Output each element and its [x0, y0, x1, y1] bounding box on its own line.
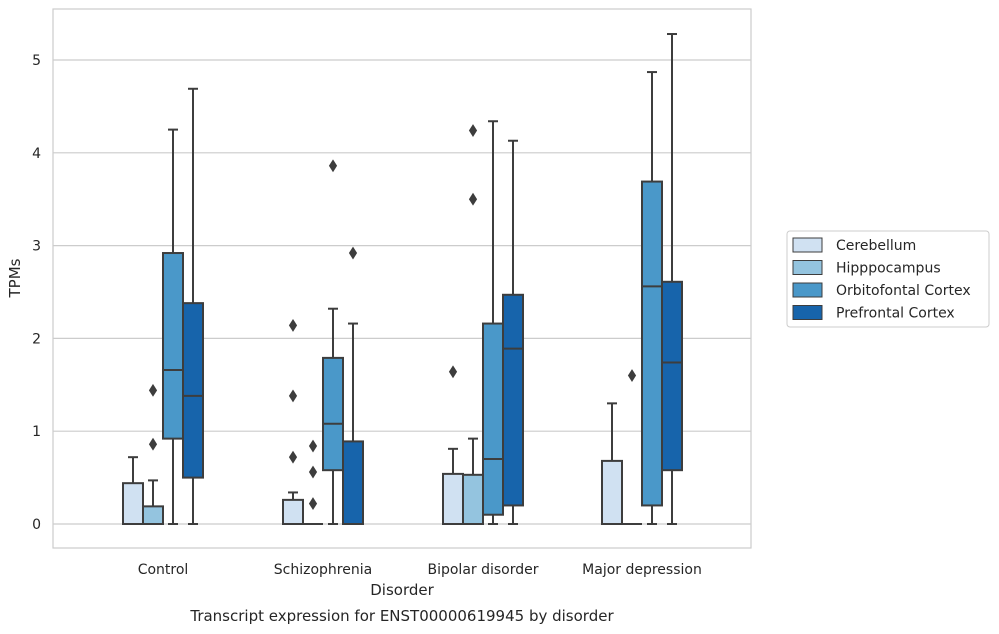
outlier-point [308, 497, 318, 511]
box-series-layer [122, 33, 683, 526]
legend-label: Hipppocampus [836, 261, 941, 277]
x-tick-label: Schizophrenia [274, 562, 372, 578]
outlier-point [288, 389, 298, 403]
legend-label: Cerebellum [836, 238, 916, 254]
outlier-point [348, 246, 358, 260]
box-body [462, 473, 484, 526]
series-group [182, 33, 683, 525]
box-body [502, 293, 524, 507]
y-axis-ticks: 0 1 2 3 4 5 [32, 53, 41, 533]
outlier-point [328, 159, 338, 173]
outlier-point [468, 124, 478, 137]
outlier-point [468, 192, 478, 206]
legend-swatch [792, 282, 823, 298]
box-body [122, 482, 144, 525]
y-axis-title: TPMs [6, 258, 24, 298]
legend-frame [786, 230, 990, 328]
box-body [442, 472, 464, 525]
box-body [322, 356, 344, 472]
outlier-point [627, 369, 637, 382]
series-group [122, 318, 623, 526]
outlier-point [288, 318, 298, 332]
outlier-point [308, 439, 318, 453]
box-body [142, 505, 164, 526]
y-tick-label: 3 [32, 239, 41, 255]
box-body [162, 252, 184, 440]
y-tick-label: 1 [32, 424, 41, 440]
chart-caption: Transcript expression for ENST0000061994… [189, 607, 614, 625]
outlier-point [308, 465, 318, 479]
box-body [282, 498, 304, 526]
outlier-point [288, 450, 298, 464]
outlier-point [148, 437, 158, 451]
legend-label: Orbitofontal Cortex [836, 283, 971, 299]
y-tick-label: 0 [32, 517, 41, 533]
legend-swatch [792, 305, 823, 320]
y-tick-label: 4 [32, 146, 41, 162]
legend-swatch [792, 237, 823, 253]
outlier-point [448, 365, 458, 379]
outlier-point [148, 383, 158, 397]
x-axis-title: Disorder [370, 581, 434, 599]
box-body [601, 459, 623, 525]
series-group [162, 71, 663, 525]
legend-swatch [792, 260, 823, 275]
legend-label: Prefrontal Cortex [836, 306, 955, 322]
y-tick-label: 5 [32, 53, 41, 69]
box-body [661, 280, 683, 472]
y-tick-label: 2 [32, 331, 41, 347]
box-body [641, 180, 663, 507]
box-body [482, 322, 504, 516]
x-tick-label: Control [138, 562, 189, 578]
x-tick-label: Major depression [582, 562, 702, 578]
box-body [182, 302, 204, 479]
box-body [342, 440, 364, 525]
x-axis-ticks: Control Schizophrenia Bipolar disorder Majo… [138, 562, 702, 578]
x-tick-label: Bipolar disorder [427, 562, 538, 578]
legend: Cerebellum Hipppocampus Orbitofontal Corte… [786, 230, 990, 328]
plot-frame [52, 8, 752, 549]
series-group [142, 124, 642, 526]
